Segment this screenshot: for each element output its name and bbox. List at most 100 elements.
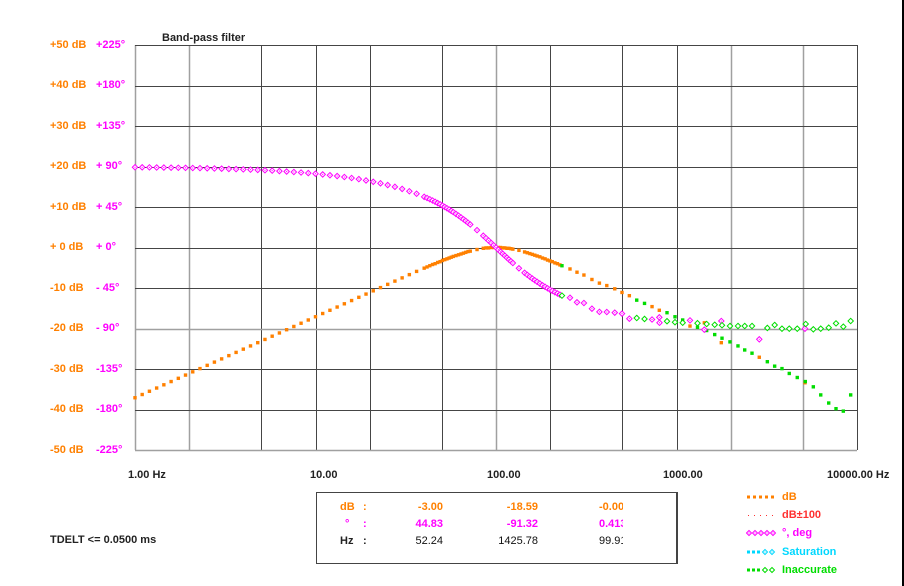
square-marker-icon	[747, 495, 774, 499]
phase-point-center	[534, 279, 536, 281]
db-point	[407, 272, 412, 277]
phase-point-inaccurate	[718, 321, 726, 329]
db-point	[425, 265, 429, 269]
phase-point-center	[628, 318, 630, 320]
phase-point-center	[250, 169, 252, 171]
readout-label: °	[345, 518, 350, 530]
phase-point-center	[416, 193, 418, 195]
db-point	[528, 251, 532, 256]
db-point	[553, 261, 557, 265]
phase-point-inaccurate	[793, 325, 801, 333]
db-point	[454, 253, 458, 258]
db-point	[241, 347, 245, 351]
db-point	[335, 305, 339, 309]
phase-point-center	[556, 292, 558, 294]
y-axis-deg-label: - 45°	[96, 282, 120, 294]
phase-point-center	[502, 253, 504, 255]
y-axis-deg-label: + 0°	[96, 241, 116, 253]
inaccurate-marker-icon	[747, 566, 776, 574]
phase-point-center	[177, 167, 179, 169]
db-point	[627, 293, 632, 298]
db-point	[371, 289, 375, 293]
db-point	[357, 295, 361, 300]
phase-point-center	[658, 316, 660, 318]
phase-point-inaccurate	[809, 325, 817, 333]
readout-value: -0.00	[599, 501, 623, 513]
db-point	[198, 366, 202, 371]
db-point	[481, 246, 485, 251]
readout-value: 0.413	[599, 518, 623, 530]
phase-point-inaccurate	[785, 325, 793, 333]
db-point	[582, 273, 586, 277]
phase-point-center	[576, 301, 578, 303]
phase-point-center	[658, 322, 660, 324]
db-point	[140, 392, 144, 397]
phase-point-center	[365, 179, 367, 181]
y-axis-db-label: + 0 dB	[50, 241, 84, 253]
phase-point-center	[358, 178, 360, 180]
phase-point-center	[485, 237, 487, 239]
db-point-inaccurate	[848, 393, 853, 397]
db-point-inaccurate	[720, 336, 724, 340]
phase-point-inaccurate	[703, 320, 711, 328]
phase-point-center	[465, 220, 467, 222]
phase-point-center	[506, 257, 508, 259]
y-axis-db-label: +50 dB	[50, 39, 87, 51]
phase-point-center	[429, 198, 431, 200]
phase-point-center	[614, 312, 616, 314]
db-point	[597, 281, 602, 285]
db-point	[328, 308, 332, 312]
db-point	[558, 263, 562, 267]
phase-point-center	[542, 284, 544, 286]
db-point	[263, 337, 267, 342]
phase-point-center	[583, 302, 585, 304]
y-axis-deg-label: -135°	[96, 363, 123, 375]
phase-point-center	[469, 223, 471, 225]
db-point-inaccurate	[736, 344, 740, 348]
phase-point-center	[307, 172, 309, 174]
phase-point-inaccurate	[633, 314, 641, 322]
db-point	[154, 386, 159, 390]
db-point-inaccurate	[811, 385, 816, 389]
phase-point-inaccurate	[734, 322, 742, 330]
phase-point-center	[426, 197, 428, 199]
phase-point-center	[170, 167, 172, 169]
db-point	[538, 255, 542, 259]
readout-value: 52.24	[415, 535, 443, 547]
phase-point-center	[518, 267, 520, 269]
phase-point-inaccurate	[817, 325, 825, 333]
phase-point-inaccurate	[825, 324, 833, 332]
phase-point-center	[379, 182, 381, 184]
x-axis-label: 1000.00	[663, 469, 703, 481]
phase-point-center	[387, 184, 389, 186]
phase-point-center	[508, 259, 510, 261]
db-point-inaccurate	[713, 332, 717, 337]
db-point	[498, 245, 503, 250]
db-point	[461, 251, 466, 255]
db-point	[456, 253, 461, 257]
db-point-inaccurate	[780, 366, 784, 371]
phase-point-inaccurate	[679, 319, 687, 327]
phase-point-center	[448, 209, 450, 211]
db-point-inaccurate	[695, 325, 700, 329]
phase-point-center	[497, 249, 499, 251]
phase-point-center	[531, 278, 533, 280]
phase-point-center	[213, 167, 215, 169]
db-point-inaccurate	[743, 348, 747, 352]
db-point	[503, 246, 507, 250]
y-axis-deg-label: +225°	[96, 39, 126, 51]
db-point	[550, 259, 554, 264]
phase-point-center	[529, 276, 531, 278]
db-point	[447, 256, 451, 260]
phase-point-center	[286, 171, 288, 173]
y-axis-db-label: +40 dB	[50, 79, 87, 91]
phase-point-center	[343, 176, 345, 178]
legend-item-db100: dB±100	[746, 509, 821, 521]
phase-point-center	[336, 175, 338, 177]
phase-point-center	[315, 173, 316, 175]
phase-point-center	[322, 173, 324, 175]
db-point	[525, 251, 529, 255]
phase-point-center	[271, 170, 273, 172]
phase-point-center	[199, 167, 201, 169]
